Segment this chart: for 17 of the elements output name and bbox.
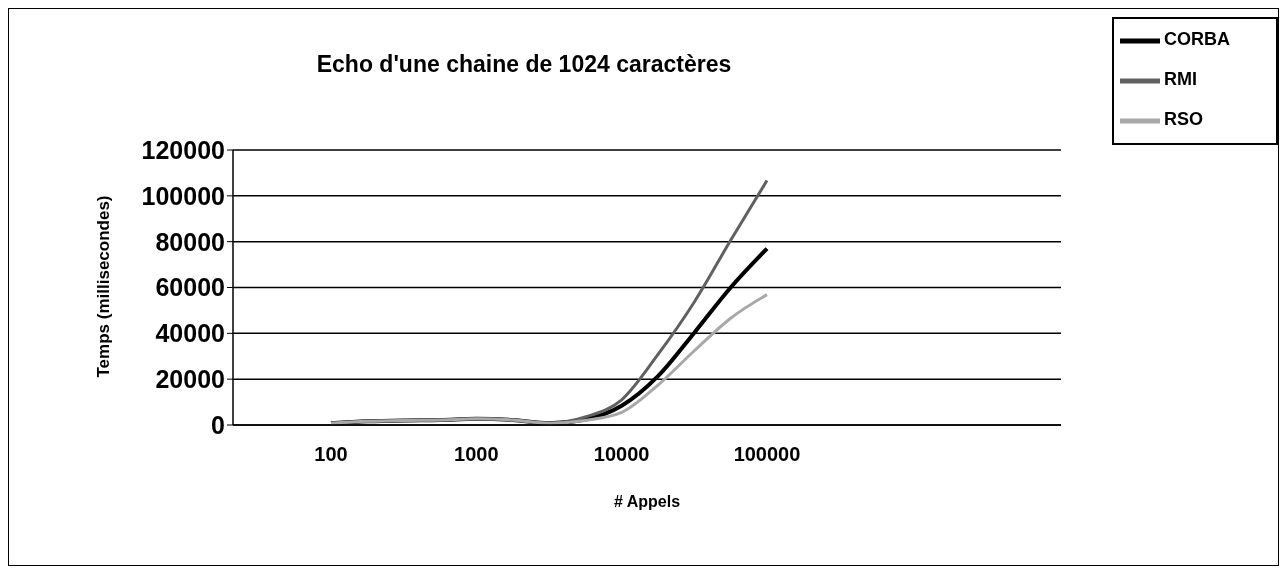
y-tick-label: 80000 [155, 227, 225, 256]
x-tick-label: 10000 [593, 443, 650, 466]
legend-label: RMI [1164, 69, 1197, 90]
x-tick-label: 1000 [454, 443, 499, 466]
chart-title: Echo d'une chaine de 1024 caractères [315, 51, 733, 78]
legend-label: CORBA [1164, 29, 1230, 50]
x-tick-label: 100000 [733, 443, 801, 466]
x-axis-title: # Appels [613, 493, 681, 510]
y-tick-label: 60000 [155, 273, 225, 302]
y-axis-title: Temps (millisecondes) [94, 195, 114, 378]
y-tick-label: 40000 [155, 319, 225, 348]
y-tick-label: 0 [211, 410, 225, 439]
legend-label: RSO [1164, 109, 1204, 130]
y-tick-label: 100000 [141, 181, 225, 210]
y-tick-label: 20000 [155, 365, 225, 394]
y-tick-label: 120000 [141, 135, 225, 164]
x-tick-label: 100 [314, 443, 348, 466]
